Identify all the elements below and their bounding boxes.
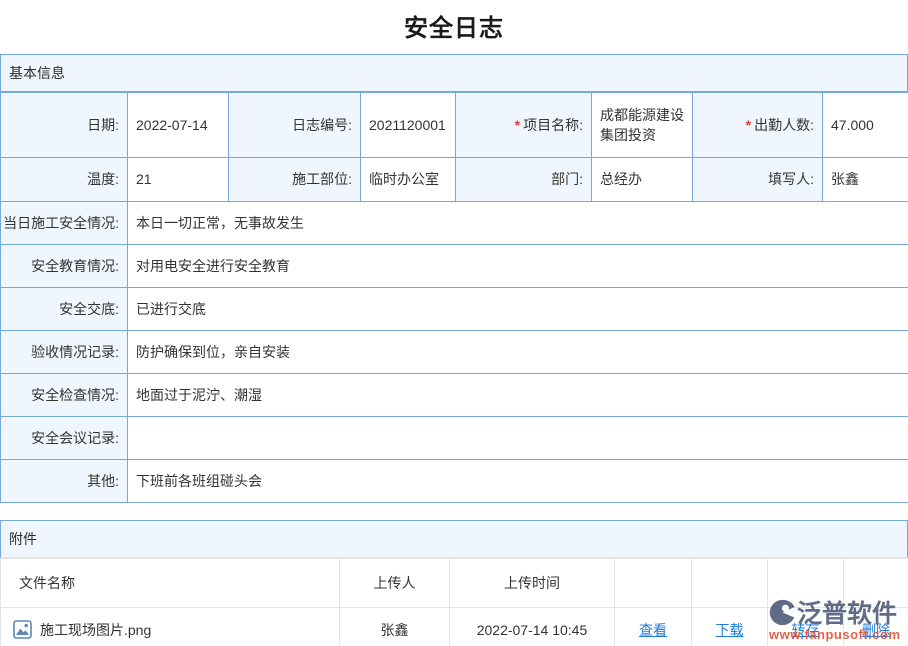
safety-meeting-value[interactable]	[127, 416, 908, 460]
department-value[interactable]: 总经办	[591, 157, 693, 202]
table-row: 安全会议记录:	[0, 416, 908, 460]
empty-column-header	[767, 558, 844, 608]
temperature-label: 温度:	[0, 157, 128, 202]
table-row: 当日施工安全情况: 本日一切正常，无事故发生	[0, 201, 908, 245]
uploader-cell: 张鑫	[339, 607, 450, 646]
construction-part-label: 施工部位:	[228, 157, 361, 202]
table-row: 其他: 下班前各班组碰头会	[0, 459, 908, 503]
empty-column-header	[691, 558, 768, 608]
safety-education-value[interactable]: 对用电安全进行安全教育	[127, 244, 908, 288]
save-action-cell: 转存	[767, 607, 844, 646]
uploader-column-header: 上传人	[339, 558, 450, 608]
delete-action-cell: 删除	[843, 607, 908, 646]
safety-inspection-value[interactable]: 地面过于泥泞、潮湿	[127, 373, 908, 417]
page-title: 安全日志	[404, 15, 504, 42]
save-link[interactable]: 转存	[791, 621, 820, 638]
safety-disclosure-value[interactable]: 已进行交底	[127, 287, 908, 331]
table-row: 日期: 2022-07-14 日志编号: 2021120001 * 项目名称: 成…	[0, 92, 908, 158]
view-link[interactable]: 查看	[639, 621, 667, 638]
upload-time-column-header: 上传时间	[449, 558, 615, 608]
acceptance-record-value[interactable]: 防护确保到位，亲自安装	[127, 330, 908, 374]
date-value[interactable]: 2022-07-14	[127, 92, 229, 158]
temperature-value[interactable]: 21	[127, 157, 229, 202]
table-row: 安全交底: 已进行交底	[0, 287, 908, 331]
safety-inspection-label: 安全检查情况:	[0, 373, 128, 417]
date-label: 日期:	[0, 92, 128, 158]
file-name-link[interactable]: 施工现场图片.png	[40, 621, 152, 638]
table-row: 安全检查情况: 地面过于泥泞、潮湿	[0, 373, 908, 417]
safety-disclosure-label: 安全交底:	[0, 287, 128, 331]
acceptance-record-label: 验收情况记录:	[0, 330, 128, 374]
attachments-table: 文件名称 上传人 上传时间 施工现场图片.png	[0, 558, 908, 646]
image-file-icon	[13, 620, 32, 639]
section-header-basic-info: 基本信息	[0, 54, 908, 92]
daily-safety-value[interactable]: 本日一切正常，无事故发生	[127, 201, 908, 245]
log-number-label: 日志编号:	[228, 92, 361, 158]
safety-education-label: 安全教育情况:	[0, 244, 128, 288]
attendance-value[interactable]: 47.000	[822, 92, 908, 158]
project-name-value[interactable]: 成都能源建设集团投资	[591, 92, 693, 158]
table-row: 验收情况记录: 防护确保到位，亲自安装	[0, 330, 908, 374]
attendance-label: * 出勤人数:	[692, 92, 823, 158]
required-asterisk: *	[514, 116, 521, 133]
other-label: 其他:	[0, 459, 128, 503]
project-name-label: * 项目名称:	[455, 92, 592, 158]
file-name-cell: 施工现场图片.png	[0, 607, 340, 646]
daily-safety-label: 当日施工安全情况:	[0, 201, 128, 245]
section-header-attachments: 附件	[0, 520, 908, 558]
construction-part-value[interactable]: 临时办公室	[360, 157, 456, 202]
basic-info-table: 日期: 2022-07-14 日志编号: 2021120001 * 项目名称: 成…	[0, 92, 908, 503]
required-asterisk: *	[745, 116, 752, 133]
safety-meeting-label: 安全会议记录:	[0, 416, 128, 460]
section-gap	[0, 503, 908, 520]
attachments-header-row: 文件名称 上传人 上传时间	[0, 558, 908, 608]
delete-link[interactable]: 删除	[862, 621, 890, 638]
other-value[interactable]: 下班前各班组碰头会	[127, 459, 908, 503]
empty-column-header	[614, 558, 692, 608]
table-row: 温度: 21 施工部位: 临时办公室 部门: 总经办 填写人: 张鑫	[0, 157, 908, 202]
download-link[interactable]: 下载	[715, 621, 744, 638]
department-label: 部门:	[455, 157, 592, 202]
writer-value[interactable]: 张鑫	[822, 157, 908, 202]
attachment-row: 施工现场图片.png 张鑫 2022-07-14 10:45 查看 下载 转存 …	[0, 607, 908, 646]
writer-label: 填写人:	[692, 157, 823, 202]
file-name-column-header: 文件名称	[0, 558, 340, 608]
empty-column-header	[843, 558, 908, 608]
download-action-cell: 下载	[691, 607, 768, 646]
log-number-value[interactable]: 2021120001	[360, 92, 456, 158]
table-row: 安全教育情况: 对用电安全进行安全教育	[0, 244, 908, 288]
upload-time-cell: 2022-07-14 10:45	[449, 607, 615, 646]
view-action-cell: 查看	[614, 607, 692, 646]
